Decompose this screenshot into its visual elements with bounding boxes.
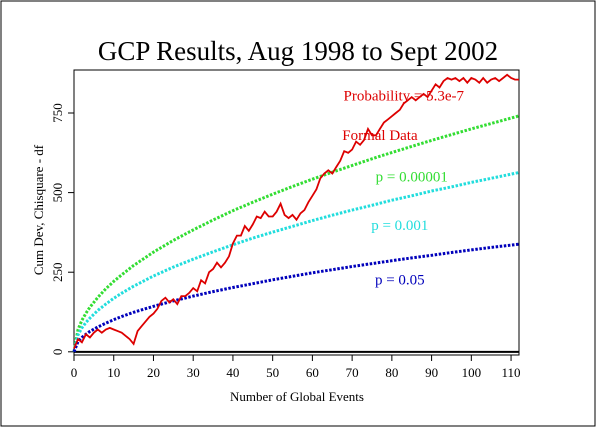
y-tick-label-0: 0 bbox=[50, 349, 65, 356]
y-tick-label-2: 500 bbox=[50, 183, 65, 203]
series-line-p-0-00001 bbox=[72, 114, 520, 353]
series-line-formal-data bbox=[73, 73, 519, 349]
annotation-4: p = 0.05 bbox=[375, 272, 425, 288]
annotation-2: p = 0.00001 bbox=[376, 169, 448, 185]
x-tick-label-1: 10 bbox=[107, 365, 120, 380]
x-tick-label-5: 50 bbox=[266, 365, 279, 380]
x-tick-label-6: 60 bbox=[306, 365, 319, 380]
annotation-0: Probability = 5.3e-7 bbox=[344, 88, 465, 104]
y-tick-label-3: 750 bbox=[50, 103, 65, 123]
x-axis-label: Number of Global Events bbox=[230, 389, 364, 404]
chart-title: GCP Results, Aug 1998 to Sept 2002 bbox=[98, 36, 498, 66]
x-tick-label-8: 80 bbox=[385, 365, 398, 380]
annotation-3: p = 0.001 bbox=[371, 218, 428, 234]
series-line-p-0-001 bbox=[72, 171, 520, 353]
x-tick-label-11: 110 bbox=[502, 365, 521, 380]
x-tick-label-2: 20 bbox=[147, 365, 160, 380]
x-tick-label-10: 100 bbox=[462, 365, 482, 380]
plot-area: 0 10 20 30 40 50 60 70 80 90 100 110 0 250 500 750 Proba… bbox=[50, 69, 521, 380]
x-tick-label-7: 70 bbox=[346, 365, 359, 380]
x-tick-label-9: 90 bbox=[425, 365, 438, 380]
annotation-1: Formal Data bbox=[342, 128, 418, 144]
y-axis-label: Cum Dev, Chisquare - df bbox=[31, 144, 46, 275]
plot-frame bbox=[73, 69, 520, 356]
x-tick-label-4: 40 bbox=[226, 365, 239, 380]
x-tick-label-3: 30 bbox=[187, 365, 200, 380]
y-tick-label-1: 250 bbox=[50, 262, 65, 282]
series-line-p-0-05 bbox=[72, 242, 520, 353]
x-tick-label-0: 0 bbox=[71, 365, 78, 380]
